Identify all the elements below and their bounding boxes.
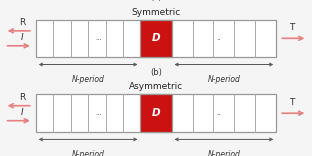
- Text: T: T: [289, 23, 295, 32]
- Text: I: I: [21, 33, 23, 42]
- Text: ..: ..: [217, 110, 221, 116]
- Text: Asymmetric: Asymmetric: [129, 83, 183, 91]
- Text: ...: ...: [95, 110, 102, 116]
- Bar: [140, 95, 172, 132]
- Text: D: D: [152, 33, 160, 43]
- Text: N-period: N-period: [207, 75, 240, 84]
- Bar: [36, 95, 276, 132]
- Text: R: R: [19, 93, 25, 102]
- Bar: [36, 20, 276, 57]
- Text: N-period: N-period: [72, 75, 105, 84]
- Text: N-period: N-period: [207, 150, 240, 156]
- Text: (a): (a): [150, 0, 162, 2]
- Text: D: D: [152, 108, 160, 118]
- Text: T: T: [289, 98, 295, 107]
- Text: ..: ..: [217, 35, 221, 41]
- Text: (b): (b): [150, 68, 162, 76]
- Bar: [140, 20, 172, 57]
- Text: I: I: [21, 108, 23, 117]
- Text: ...: ...: [95, 35, 102, 41]
- Text: N-period: N-period: [72, 150, 105, 156]
- Text: Symmetric: Symmetric: [131, 8, 181, 17]
- Text: R: R: [19, 18, 25, 27]
